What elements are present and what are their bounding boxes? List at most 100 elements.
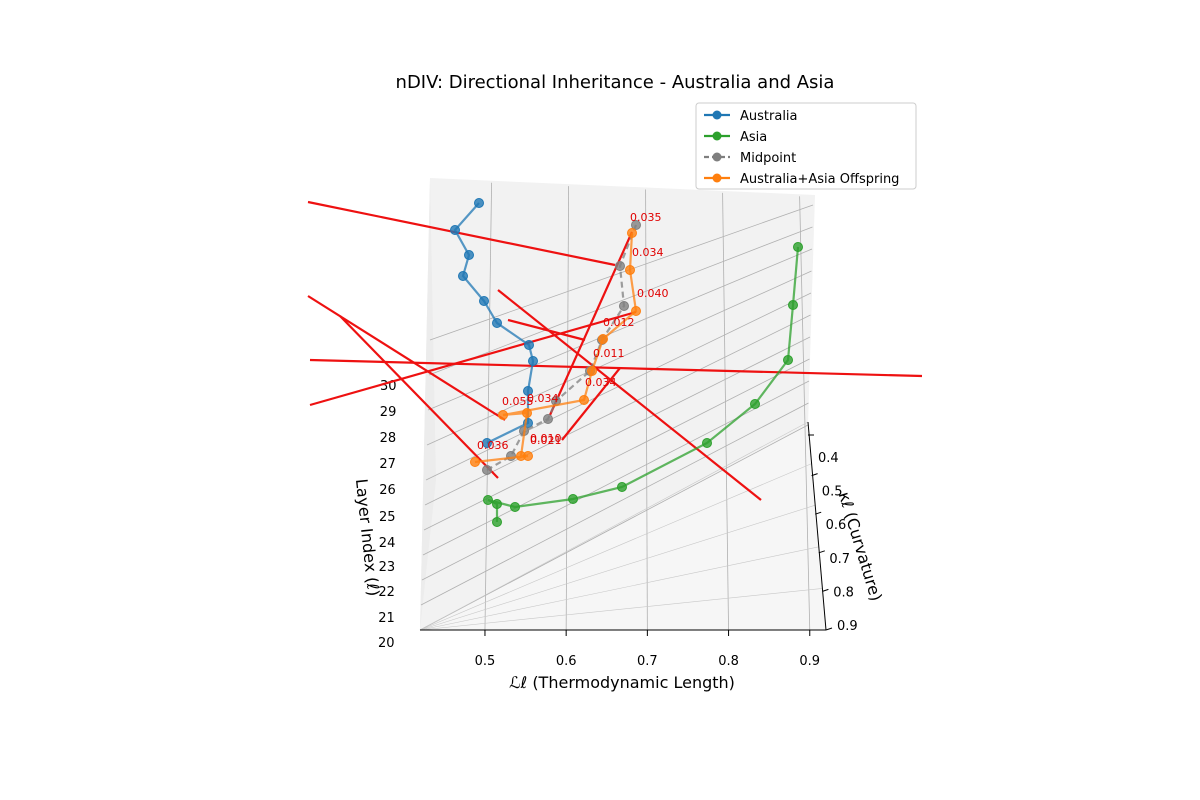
- y-tick-label: 0.9: [837, 619, 858, 634]
- grid-line-y: [420, 504, 816, 631]
- z-tick-label: 24: [379, 536, 396, 551]
- series-point: [631, 220, 641, 230]
- x-axis-label: ℒℓ (Thermodynamic Length): [509, 673, 735, 692]
- grid-line-y: [419, 421, 809, 631]
- direction-arrow: [561, 367, 621, 441]
- y-tick-label: 0.7: [829, 552, 850, 567]
- series-point: [482, 465, 492, 475]
- y-tick-mark: [818, 550, 825, 554]
- series-point: [528, 356, 538, 366]
- x-tick-labels: 0.5 0.6 0.7 0.8 0.9: [475, 630, 820, 669]
- z-tick-label: 25: [379, 510, 396, 525]
- z-tick-label: 29: [380, 405, 397, 420]
- series-point: [510, 502, 520, 512]
- series-point: [492, 499, 502, 509]
- series-point: [568, 494, 578, 504]
- y-axis-line: [807, 421, 827, 631]
- series-point: [492, 318, 502, 328]
- value-annotation: 0.011: [593, 347, 625, 360]
- value-annotation: 0.036: [477, 439, 509, 452]
- x-tick-label: 0.8: [718, 654, 739, 669]
- series-point: [615, 261, 625, 271]
- grid-line-z: [422, 358, 810, 556]
- grid-line-y: [420, 588, 823, 631]
- legend-marker: [712, 110, 722, 120]
- z-tick-label: 20: [378, 636, 395, 651]
- z-tick-label: 28: [380, 431, 397, 446]
- series-point: [788, 300, 798, 310]
- chart-title: nDIV: Directional Inheritance - Australi…: [396, 72, 835, 93]
- floor-pane: [420, 425, 826, 630]
- series-point: [483, 495, 493, 505]
- series-point: [458, 271, 468, 281]
- series-point: [450, 225, 460, 235]
- direction-arrows: [307, 200, 923, 501]
- series-point: [524, 340, 534, 350]
- series-point: [793, 242, 803, 252]
- series-line: [486, 224, 638, 471]
- y-tick-mark: [811, 473, 818, 477]
- x-tick-label: 0.7: [637, 654, 658, 669]
- y-tick-mark: [822, 588, 829, 592]
- legend-label: Australia+Asia Offspring: [740, 172, 899, 187]
- legend-marker: [712, 173, 722, 183]
- value-annotation: 0.040: [637, 287, 669, 300]
- series-point: [482, 438, 492, 448]
- legend-item: Australia: [704, 109, 798, 124]
- direction-arrow: [497, 289, 762, 501]
- grid-line-x: [565, 186, 569, 631]
- legend-item: Asia: [704, 130, 767, 145]
- grid-line-z: [419, 424, 809, 631]
- x-tick-label: 0.9: [799, 654, 820, 669]
- grid-line-x: [722, 192, 729, 631]
- legend-item: Australia+Asia Offspring: [704, 172, 899, 187]
- value-annotation: 0.034: [632, 246, 664, 259]
- legend-marker: [712, 152, 722, 162]
- legend-label: Asia: [740, 130, 767, 145]
- axes-panes: [420, 178, 826, 630]
- value-annotation: 0.021: [530, 434, 562, 447]
- legend-item: Midpoint: [704, 151, 796, 166]
- series-australia: [450, 198, 538, 448]
- x-tick-label: 0.6: [556, 654, 577, 669]
- series-point: [750, 399, 760, 409]
- axes-lines: [420, 421, 827, 631]
- y-tick-labels: 0.4 0.5 0.6 0.7 0.8 0.9: [808, 434, 858, 634]
- grid-line-x: [484, 182, 492, 631]
- y-tick-mark: [825, 627, 833, 631]
- value-annotation: 0.012: [603, 316, 635, 329]
- legend-label: Australia: [740, 109, 798, 124]
- series-point: [523, 386, 533, 396]
- y-tick-label: 0.8: [833, 585, 854, 600]
- grid-line-z: [428, 226, 813, 376]
- grid-line-z: [420, 402, 809, 606]
- series-point: [631, 306, 641, 316]
- series-point: [470, 457, 480, 467]
- series-asia: [483, 242, 803, 527]
- grid-line-y: [420, 546, 819, 631]
- y-tick-mark: [815, 511, 822, 515]
- value-annotation: 0.055: [502, 395, 534, 408]
- grid-line-x: [799, 196, 811, 631]
- legend-label: Midpoint: [740, 151, 796, 166]
- series-point: [598, 334, 608, 344]
- series-point: [474, 198, 484, 208]
- series-point: [516, 451, 526, 461]
- series-layer: [450, 198, 803, 527]
- grid-line-y: [420, 463, 812, 631]
- series-point: [522, 408, 532, 418]
- z-tick-label: 22: [378, 585, 395, 600]
- direction-arrow: [307, 200, 616, 267]
- z-tick-label: 26: [379, 483, 396, 498]
- value-annotation: 0.035: [630, 211, 662, 224]
- grid-lines: [419, 182, 826, 631]
- x-tick-label: 0.5: [475, 654, 496, 669]
- grid-line-z: [427, 248, 813, 411]
- direction-arrow: [309, 358, 923, 378]
- grid-line-z: [421, 380, 810, 581]
- series-point: [587, 366, 597, 376]
- value-annotation: 0.034: [585, 376, 617, 389]
- series-point: [783, 355, 793, 365]
- value-annotation: 0.010: [530, 432, 562, 445]
